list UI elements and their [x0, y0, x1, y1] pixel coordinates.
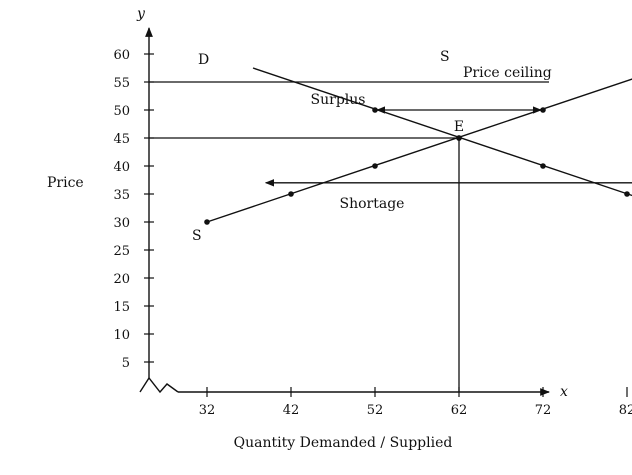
y-tick-label: 15	[113, 300, 130, 315]
x-tick-label: 52	[367, 403, 384, 418]
x-tick-label: 72	[535, 403, 552, 418]
y-axis-ticks: 5 10 15 20 25 30 35 40 45 50 55 60	[113, 48, 154, 371]
demand-point	[456, 135, 462, 141]
equilibrium-label: E	[454, 119, 464, 135]
shortage-label: Shortage	[340, 196, 405, 212]
y-tick-label: 35	[113, 188, 130, 203]
y-tick-label: 10	[113, 328, 130, 343]
demand-point	[372, 107, 378, 113]
series-lines	[149, 67, 632, 392]
y-tick-label: 30	[113, 216, 130, 231]
x-tick-label: 62	[451, 403, 468, 418]
surplus-label: Surplus	[311, 92, 366, 108]
supply-line	[206, 78, 632, 223]
x-axis-letter: x	[560, 384, 568, 400]
demand-point	[540, 163, 546, 169]
price-ceiling-label: Price ceiling	[463, 65, 552, 81]
demand-point	[624, 191, 630, 197]
supply-label-end: S	[440, 49, 450, 65]
y-tick-label: 50	[113, 104, 130, 119]
y-tick-label: 20	[113, 272, 130, 287]
series-points	[204, 107, 630, 225]
axes	[139, 27, 550, 396]
supply-label-start: S	[192, 228, 202, 244]
y-tick-label: 25	[113, 244, 130, 259]
x-axis-label: Quantity Demanded / Supplied	[234, 435, 453, 451]
y-axis-letter: y	[136, 6, 146, 22]
annotations: Price ceiling E S S D Surplus Shortage	[192, 49, 632, 244]
demand-line	[252, 67, 632, 197]
y-tick-label: 40	[113, 160, 130, 175]
axis-break	[139, 376, 179, 394]
supply-point	[540, 107, 546, 113]
y-tick-label: 55	[113, 76, 130, 91]
y-tick-label: 5	[122, 356, 130, 371]
x-tick-label: 42	[283, 403, 300, 418]
supply-point	[204, 219, 210, 225]
x-tick-label: 32	[199, 403, 216, 418]
x-tick-label: 82	[619, 403, 632, 418]
demand-label: D	[198, 52, 209, 68]
y-axis-label: Price	[47, 175, 84, 191]
y-tick-label: 45	[113, 132, 130, 147]
y-tick-label: 60	[113, 48, 130, 63]
supply-point	[372, 163, 378, 169]
supply-point	[288, 191, 294, 197]
